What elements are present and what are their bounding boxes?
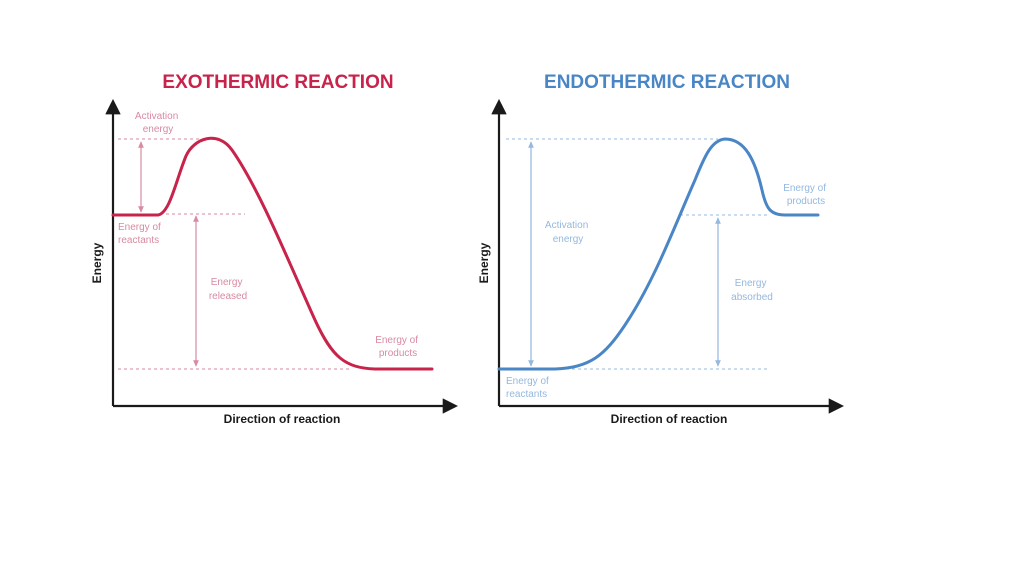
- endo-reactants-label: Energy of reactants: [506, 376, 552, 400]
- exo-activation-label: Activation energy: [135, 111, 181, 135]
- exothermic-title: EXOTHERMIC REACTION: [162, 72, 393, 93]
- endothermic-diagram: ENDOTHERMIC REACTION Energy Direction of…: [477, 72, 845, 426]
- exo-products-label: Energy of products: [375, 335, 421, 359]
- endothermic-title: ENDOTHERMIC REACTION: [544, 72, 790, 93]
- endo-activation-label: Activation energy: [545, 220, 591, 245]
- endo-x-axis-label: Direction of reaction: [611, 412, 728, 426]
- exo-released-label: Energy released: [209, 277, 247, 302]
- endo-products-label: Energy of products: [783, 183, 829, 207]
- exothermic-diagram: EXOTHERMIC REACTION Energy Direction of …: [90, 72, 459, 426]
- endo-y-axis-label: Energy: [477, 242, 491, 283]
- endo-absorbed-label: Energy absorbed: [731, 278, 773, 303]
- exo-x-axis-label: Direction of reaction: [224, 412, 341, 426]
- endo-energy-curve: [497, 137, 820, 371]
- exo-reactants-label: Energy of reactants: [118, 222, 164, 246]
- exo-y-axis-label: Energy: [90, 242, 104, 283]
- exo-energy-curve: [111, 136, 434, 371]
